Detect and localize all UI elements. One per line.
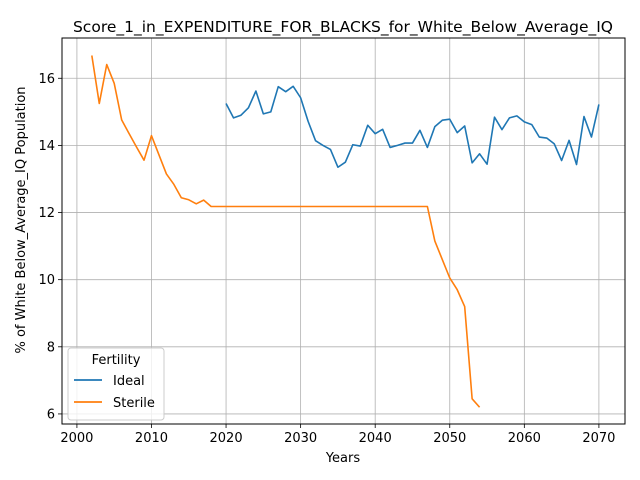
x-tick-label: 2040 bbox=[359, 431, 392, 446]
y-tick-label: 14 bbox=[38, 139, 55, 154]
x-tick-label: 2070 bbox=[582, 431, 615, 446]
legend-label-ideal: Ideal bbox=[113, 374, 145, 389]
chart-title: Score_1_in_EXPENDITURE_FOR_BLACKS_for_Wh… bbox=[73, 18, 613, 37]
series-line-ideal bbox=[225, 85, 600, 169]
plot-frame bbox=[61, 37, 626, 425]
x-axis-label: Years bbox=[325, 451, 361, 466]
x-tick-label: 2060 bbox=[508, 431, 541, 446]
legend-title: Fertility bbox=[92, 353, 141, 368]
legend: Fertility Ideal Sterile bbox=[67, 347, 165, 421]
x-tick-label: 2010 bbox=[135, 431, 168, 446]
x-tick-label: 2030 bbox=[284, 431, 317, 446]
y-axis-label: % of White Below_Average_IQ Population bbox=[14, 86, 29, 353]
x-axis: 2000 2010 2020 2030 2040 2050 2060 2070 bbox=[60, 424, 615, 446]
x-tick-label: 2000 bbox=[60, 431, 93, 446]
y-tick-label: 6 bbox=[47, 407, 55, 422]
x-tick-label: 2020 bbox=[210, 431, 243, 446]
y-tick-label: 16 bbox=[38, 72, 55, 87]
legend-label-sterile: Sterile bbox=[113, 396, 155, 411]
series-line-sterile bbox=[91, 55, 481, 408]
y-axis: 6 8 10 12 14 16 bbox=[38, 72, 62, 422]
series-layer bbox=[91, 55, 600, 408]
x-tick-label: 2050 bbox=[433, 431, 466, 446]
y-tick-label: 10 bbox=[38, 273, 55, 288]
y-tick-label: 12 bbox=[38, 206, 55, 221]
y-tick-label: 8 bbox=[47, 340, 55, 355]
